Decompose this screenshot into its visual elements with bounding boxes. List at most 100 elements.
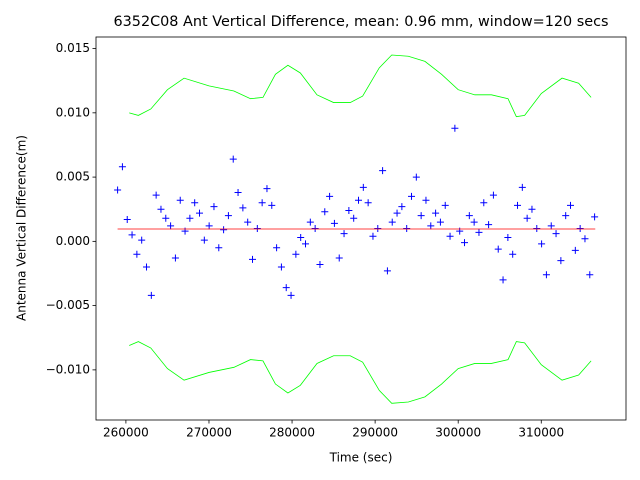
data-point: [538, 240, 546, 248]
data-point: [258, 199, 266, 207]
data-point: [321, 208, 329, 216]
data-point: [480, 199, 488, 207]
data-point: [340, 230, 348, 238]
data-point: [143, 263, 151, 271]
data-point: [489, 191, 497, 199]
data-point: [157, 205, 165, 213]
data-point: [118, 163, 126, 171]
data-point: [369, 232, 377, 240]
data-point: [287, 291, 295, 299]
y-tick-label: 0.010: [56, 105, 90, 119]
data-point: [509, 250, 517, 258]
data-point: [316, 260, 324, 268]
y-tick-label: −0.010: [46, 362, 90, 376]
data-point: [171, 254, 179, 262]
data-point: [277, 263, 285, 271]
data-point: [547, 222, 555, 230]
data-point: [330, 219, 338, 227]
data-point: [441, 201, 449, 209]
data-point: [359, 183, 367, 191]
line: [129, 54, 592, 118]
data-point: [571, 246, 579, 254]
x-tick-label: 260000: [103, 426, 149, 440]
x-tick-label: 300000: [435, 426, 481, 440]
data-point: [591, 213, 599, 221]
y-tick-label: −0.005: [46, 298, 90, 312]
data-point: [229, 155, 237, 163]
data-point: [234, 189, 242, 197]
x-tick-label: 310000: [518, 426, 564, 440]
data-point: [412, 173, 420, 181]
data-point: [249, 255, 257, 263]
data-point: [576, 225, 584, 232]
data-point: [128, 231, 136, 239]
data-point: [273, 244, 281, 252]
data-point: [403, 225, 411, 232]
data-point: [581, 235, 589, 243]
data-point: [186, 214, 194, 222]
data-point: [268, 201, 276, 209]
data-point: [542, 271, 550, 279]
data-point: [239, 204, 247, 212]
x-tick-label: 280000: [269, 426, 315, 440]
data-point: [335, 254, 343, 262]
data-point: [162, 214, 170, 222]
data-point: [224, 212, 232, 220]
data-point: [562, 212, 570, 220]
y-axis-label: Antenna Vertical Difference(m): [15, 135, 29, 321]
data-point: [432, 209, 440, 217]
y-tick-label: 0.000: [56, 234, 90, 248]
data-point: [244, 218, 252, 226]
data-point: [533, 225, 541, 232]
data-point: [393, 209, 401, 217]
data-point: [263, 185, 271, 193]
data-point: [306, 218, 314, 226]
data-point: [114, 186, 122, 194]
data-point: [417, 212, 425, 220]
data-point: [167, 222, 175, 230]
data-point: [485, 221, 493, 229]
data-point: [446, 232, 454, 240]
data-point: [311, 225, 319, 232]
data-point: [504, 233, 512, 241]
data-point: [220, 226, 228, 234]
data-point: [422, 196, 430, 204]
data-point: [147, 291, 155, 299]
data-point: [586, 271, 594, 279]
data-point: [436, 218, 444, 226]
data-point: [138, 236, 146, 244]
x-tick-label: 270000: [186, 426, 232, 440]
data-point: [133, 250, 141, 258]
data-point: [383, 267, 391, 275]
y-tick-label: 0.015: [56, 41, 90, 55]
data-point: [499, 276, 507, 284]
data-point: [427, 222, 435, 230]
data-point: [398, 203, 406, 211]
data-point: [123, 216, 131, 224]
data-point: [282, 284, 290, 292]
data-point: [523, 214, 531, 222]
data-point: [470, 218, 478, 226]
data-point: [191, 199, 199, 207]
data-point: [494, 245, 502, 253]
data-point: [152, 191, 160, 199]
data-point: [379, 167, 387, 175]
data-point: [451, 124, 459, 132]
data-point: [557, 257, 565, 265]
data-point: [297, 233, 305, 241]
data-point: [302, 240, 310, 248]
chart-title: 6352C08 Ant Vertical Difference, mean: 0…: [113, 14, 608, 30]
data-point: [196, 209, 204, 217]
data-point: [253, 225, 261, 232]
data-point: [210, 203, 218, 211]
data-point: [528, 205, 536, 213]
data-point: [355, 196, 363, 204]
line: [129, 341, 592, 404]
data-point: [461, 239, 469, 247]
data-point: [408, 192, 416, 200]
data-point: [326, 192, 334, 200]
x-tick-label: 290000: [352, 426, 398, 440]
data-point: [292, 250, 300, 258]
